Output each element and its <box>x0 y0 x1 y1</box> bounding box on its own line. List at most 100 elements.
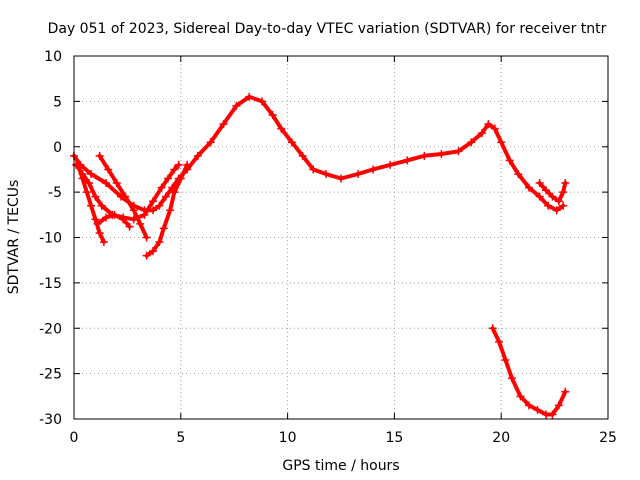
y-axis-label: SDTVAR / TECUs <box>6 180 22 295</box>
y-tick-label: 5 <box>53 94 62 110</box>
data-point <box>87 169 96 178</box>
data-point <box>82 188 91 197</box>
data-point <box>257 97 266 106</box>
data-point <box>490 124 499 133</box>
data-point <box>91 215 100 224</box>
data-point <box>514 169 523 178</box>
data-point <box>403 156 412 165</box>
data-point <box>176 174 185 183</box>
data-point <box>559 201 568 210</box>
x-tick-label: 15 <box>385 430 403 446</box>
data-point <box>163 174 172 183</box>
data-point <box>561 387 570 396</box>
y-tick-label: -30 <box>39 412 62 428</box>
data-point <box>112 179 121 188</box>
data-point <box>535 179 544 188</box>
data-point <box>95 228 104 237</box>
data-point <box>507 374 516 383</box>
series-arc-7 <box>488 324 570 419</box>
data-point <box>535 192 544 201</box>
data-point <box>129 206 138 215</box>
x-tick-label: 5 <box>176 430 185 446</box>
data-point <box>322 169 331 178</box>
data-point <box>104 165 113 174</box>
data-point <box>505 156 514 165</box>
data-point <box>497 138 506 147</box>
axis-ticks: 0 5 10 15 20 25 10 5 0 -5 -10 -15 -20 -25 -30 <box>39 49 617 446</box>
data-point <box>309 165 318 174</box>
data-point <box>166 206 175 215</box>
data-point <box>232 101 241 110</box>
data-point <box>102 213 111 222</box>
data-point <box>386 160 395 169</box>
data-point <box>155 201 164 210</box>
series-arc-3 <box>95 151 151 242</box>
data-point <box>548 192 557 201</box>
grid <box>74 56 608 419</box>
data-point <box>170 165 179 174</box>
data-point <box>488 324 497 333</box>
data-point <box>155 238 164 247</box>
series-line <box>144 162 190 258</box>
data-point <box>298 151 307 160</box>
data-point <box>501 356 510 365</box>
data-point <box>110 210 119 219</box>
data-point <box>140 210 149 219</box>
data-point <box>99 238 108 247</box>
data-point <box>337 174 345 183</box>
data-point <box>533 405 542 414</box>
y-tick-label: -20 <box>39 321 62 337</box>
data-point <box>142 251 151 260</box>
data-point <box>561 179 570 188</box>
series-arc-6 <box>74 160 108 247</box>
data-point <box>477 129 486 138</box>
data-point <box>149 206 158 215</box>
data-point <box>524 401 533 410</box>
data-point <box>369 165 378 174</box>
data-point <box>157 183 166 192</box>
data-point <box>84 179 93 188</box>
data-point <box>193 151 202 160</box>
data-point <box>91 192 100 201</box>
data-point <box>277 124 286 133</box>
data-point <box>559 188 568 197</box>
data-point <box>136 219 145 228</box>
data-point <box>149 247 158 256</box>
series-line <box>74 162 181 222</box>
data-point <box>245 92 254 101</box>
data-point <box>161 192 170 201</box>
series-arc-8 <box>535 179 570 206</box>
data-point <box>78 174 87 183</box>
data-point <box>548 410 557 419</box>
data-point <box>183 160 192 169</box>
x-tick-label: 20 <box>492 430 510 446</box>
x-tick-label: 10 <box>279 430 297 446</box>
data-point <box>454 147 463 156</box>
data-point <box>524 183 533 192</box>
data-point <box>97 201 106 210</box>
data-point <box>354 169 363 178</box>
data-point <box>544 201 553 210</box>
data-point <box>484 120 493 129</box>
data-point <box>554 197 563 206</box>
y-tick-label: -5 <box>48 185 62 201</box>
series-line <box>72 94 566 213</box>
data-point <box>542 186 551 195</box>
y-tick-label: -15 <box>39 276 62 292</box>
data-point <box>170 188 179 197</box>
data-point <box>554 401 563 410</box>
data-point <box>159 224 168 233</box>
data-point <box>119 215 128 224</box>
y-tick-label: -10 <box>39 231 62 247</box>
plot-frame <box>73 55 609 420</box>
data-point <box>174 160 183 169</box>
data-point <box>102 179 111 188</box>
data-point <box>287 138 296 147</box>
data-point <box>420 151 429 160</box>
x-tick-label: 0 <box>70 430 79 446</box>
data-series <box>70 92 570 419</box>
series-arc-1 <box>70 92 568 215</box>
y-tick-label: 0 <box>53 140 62 156</box>
data-point <box>95 151 104 160</box>
y-tick-label: 10 <box>44 49 62 65</box>
